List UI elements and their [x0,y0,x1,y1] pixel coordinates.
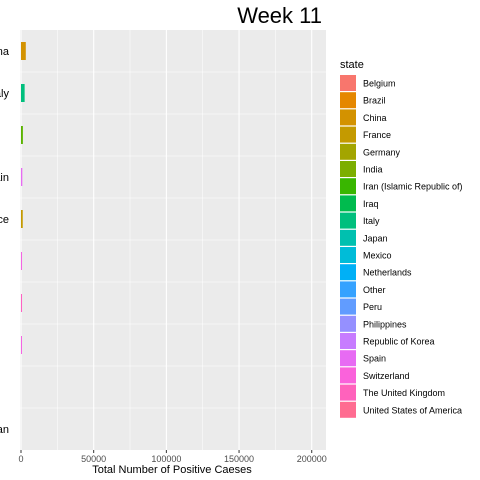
legend-swatch [340,92,356,109]
category-label: ina [0,46,10,58]
legend-label: China [363,113,387,123]
bar [21,336,22,354]
legend-swatch [340,247,356,263]
legend-swatch [340,161,356,177]
category-label: an [0,424,9,436]
legend-label: Belgium [363,79,396,89]
legend-swatch [340,109,356,126]
legend-swatch [340,298,356,315]
legend-swatch [340,229,356,246]
legend-swatch [340,281,356,298]
bar [21,84,25,102]
legend-label: Iran (Islamic Republic of) [363,182,463,192]
category-labels: ina Italy ain ce an [0,46,10,436]
legend-label: Germany [363,147,401,157]
bars [21,42,26,354]
x-axis-label: Total Number of Positive Caeses [92,464,252,476]
legend-label: The United Kingdom [363,388,445,398]
legend-items: Belgium Brazil China France Germany India Iran… [340,75,463,418]
legend-swatch [340,401,356,418]
legend-title: state [340,59,364,71]
legend-label: Iraq [363,199,379,209]
x-tick-label: 150000 [224,454,254,464]
legend-swatch [340,143,356,160]
legend-label: Spain [363,354,386,364]
legend-swatch [340,212,356,229]
x-axis-ticks: 0 50000 100000 150000 200000 [18,450,327,464]
legend-swatch [340,264,356,281]
x-tick-label: 100000 [151,454,181,464]
legend: state Belgium Brazil China France Germany Ind… [340,59,463,418]
legend-label: Republic of Korea [363,337,435,347]
bar [21,42,26,60]
legend-label: Mexico [363,251,392,261]
legend-label: Italy [363,216,380,226]
legend-label: Netherlands [363,268,412,278]
x-tick-label: 200000 [297,454,327,464]
legend-label: India [363,165,383,175]
legend-swatch [340,333,356,349]
category-label: ce [0,214,9,226]
legend-swatch [340,350,356,367]
gridlines [20,30,326,450]
x-tick-label: 0 [18,454,23,464]
legend-swatch [340,126,356,143]
legend-label: Japan [363,233,388,243]
legend-swatch [340,75,356,91]
legend-label: Peru [363,302,382,312]
legend-label: Brazil [363,96,386,106]
chart-title: Week 11 [237,3,322,28]
legend-label: France [363,130,391,140]
bar [21,210,23,228]
category-label: ain [0,172,9,184]
legend-label: Philippines [363,319,407,329]
category-label: Italy [0,88,9,100]
legend-swatch [340,367,356,384]
x-tick-label: 50000 [81,454,106,464]
bar [21,252,23,270]
bar [21,126,23,144]
legend-label: Switzerland [363,371,410,381]
bar [21,294,23,312]
legend-swatch [340,195,356,212]
legend-swatch [340,384,356,401]
legend-label: United States of America [363,405,462,415]
legend-label: Other [363,285,386,295]
legend-swatch [340,178,356,195]
legend-swatch [340,315,356,332]
bar [21,168,23,186]
